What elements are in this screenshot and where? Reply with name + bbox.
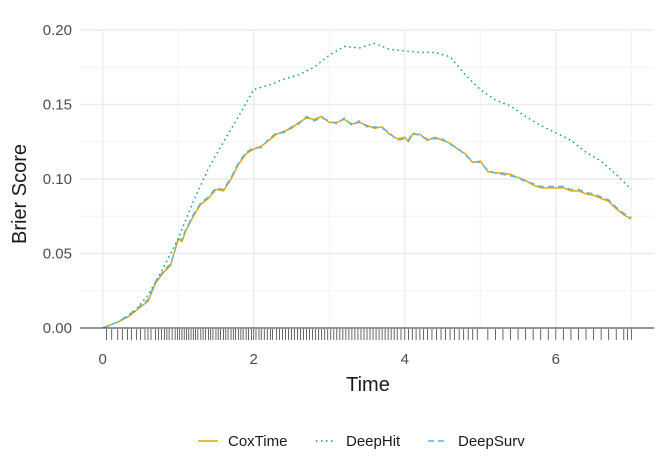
legend-label-coxtime: CoxTime (228, 433, 287, 450)
x-tick-label: 2 (250, 351, 258, 368)
series-lines (102, 42, 632, 329)
series-line-coxtime (102, 115, 632, 329)
legend-item-deephit: DeepHit (316, 433, 401, 450)
legend: CoxTime DeepHit DeepSurv (198, 433, 525, 450)
series-line-deepsurv (102, 115, 632, 329)
x-tick-label: 6 (552, 351, 560, 368)
y-tick-label: 0.15 (43, 97, 72, 114)
legend-label-deepsurv: DeepSurv (458, 433, 525, 450)
x-tick-label: 0 (98, 351, 106, 368)
y-axis-title: Brier Score (9, 144, 31, 244)
legend-item-coxtime: CoxTime (198, 433, 287, 450)
grid (80, 29, 654, 329)
y-tick-label: 0.05 (43, 246, 72, 263)
y-tick-label: 0.20 (43, 22, 72, 39)
legend-item-deepsurv: DeepSurv (428, 433, 525, 450)
y-tick-label: 0.00 (43, 320, 72, 337)
x-axis-title: Time (346, 374, 390, 396)
series-line-deephit (102, 42, 632, 329)
x-tick-label: 4 (401, 351, 409, 368)
legend-label-deephit: DeepHit (346, 433, 401, 450)
y-tick-label: 0.10 (43, 171, 72, 188)
rug-marks (106, 329, 632, 340)
axes: 0.00 0.05 0.10 0.15 0.20 0 2 4 6 (43, 22, 654, 368)
